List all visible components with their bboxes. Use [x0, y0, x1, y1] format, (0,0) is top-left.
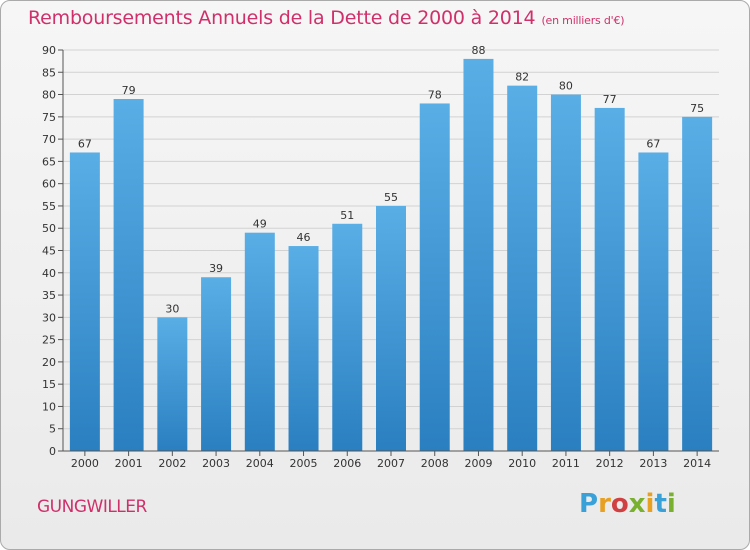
data-label-2008: 78 [428, 88, 442, 101]
logo-letter: i [645, 489, 655, 519]
data-label-2012: 77 [603, 93, 617, 106]
proxiti-logo[interactable]: Proxiti [579, 489, 676, 519]
logo-letter: i [666, 489, 676, 519]
bar-2005 [288, 246, 319, 451]
x-tick-label-2011: 2011 [552, 457, 580, 470]
data-label-2009: 88 [471, 44, 485, 57]
y-tick-label: 0 [49, 445, 56, 458]
x-tick-label-2009: 2009 [464, 457, 492, 470]
y-tick-label: 85 [42, 66, 56, 79]
data-label-2006: 51 [340, 209, 354, 222]
x-tick-label-2001: 2001 [115, 457, 143, 470]
bars [69, 58, 713, 452]
x-tick-label-2008: 2008 [421, 457, 449, 470]
y-axis: 0 5 10 15 20 25 30 35 40 45 50 55 60 65 70 75 80 85 90 [42, 44, 64, 458]
x-tick-label-2000: 2000 [71, 457, 99, 470]
y-tick-label: 80 [42, 89, 56, 102]
x-tick-label-2012: 2012 [596, 457, 624, 470]
y-tick-label: 40 [42, 267, 56, 280]
bar-2007 [376, 205, 406, 451]
bar-2011 [550, 94, 581, 452]
bar-2002 [157, 317, 188, 451]
data-label-2003: 39 [209, 262, 223, 275]
x-tick-label-2010: 2010 [508, 457, 536, 470]
y-tick-label: 35 [42, 289, 56, 302]
bar-2010 [507, 85, 538, 452]
y-tick-label: 15 [42, 378, 56, 391]
y-tick-label: 45 [42, 245, 56, 258]
logo-letter: x [628, 489, 646, 519]
data-label-2013: 67 [646, 137, 660, 150]
y-tick-label: 75 [42, 111, 56, 124]
y-tick-label: 10 [42, 400, 56, 413]
data-label-2000: 67 [78, 137, 92, 150]
x-tick-label-2004: 2004 [246, 457, 274, 470]
y-tick-label: 60 [42, 178, 56, 191]
y-tick-label: 55 [42, 200, 56, 213]
y-tick-label: 70 [42, 133, 56, 146]
chart-title: Remboursements Annuels de la Dette de 20… [28, 7, 625, 29]
y-tick-label: 30 [42, 311, 56, 324]
y-tick-label: 65 [42, 155, 56, 168]
bar-2006 [332, 223, 363, 451]
bar-2013 [638, 152, 669, 451]
bar-2003 [201, 277, 232, 451]
x-tick-label-2007: 2007 [377, 457, 405, 470]
logo-letter: t [654, 489, 667, 519]
y-tick-label: 25 [42, 334, 56, 347]
x-tick-label-2005: 2005 [290, 457, 318, 470]
x-tick-label-2013: 2013 [639, 457, 667, 470]
bar-2012 [594, 107, 625, 451]
data-label-2011: 80 [559, 80, 573, 93]
data-label-2001: 79 [122, 84, 136, 97]
y-tick-label: 50 [42, 222, 56, 235]
logo-letter: r [598, 489, 611, 519]
x-tick-label-2003: 2003 [202, 457, 230, 470]
bar-2000 [69, 152, 100, 451]
data-label-2010: 82 [515, 71, 529, 84]
data-label-2004: 49 [253, 218, 267, 231]
bar-2009 [463, 58, 494, 452]
bar-2001 [113, 99, 144, 451]
data-labels: 67 79 30 39 49 46 51 55 78 88 82 80 77 67 75 [78, 44, 704, 315]
chart-unit: (en milliers d'€) [541, 14, 625, 27]
x-tick-label-2006: 2006 [333, 457, 361, 470]
x-tick-label-2014: 2014 [683, 457, 711, 470]
chart-title-text: Remboursements Annuels de la Dette de 20… [28, 7, 536, 29]
bar-2004 [244, 232, 275, 451]
x-tick-label-2002: 2002 [158, 457, 186, 470]
data-label-2007: 55 [384, 191, 398, 204]
y-tick-label: 20 [42, 356, 56, 369]
x-axis: 2000 2001 2002 2003 2004 2005 2006 2007 2008 2009… [63, 450, 719, 470]
data-label-2002: 30 [165, 302, 179, 315]
commune-name: GUNGWILLER [37, 497, 147, 517]
logo-letter: P [579, 489, 599, 519]
bar-2008 [419, 103, 450, 451]
y-tick-label: 90 [42, 44, 56, 57]
data-label-2005: 46 [297, 231, 311, 244]
y-tick-label: 5 [49, 423, 56, 436]
data-label-2014: 75 [690, 102, 704, 115]
logo-letter: o [610, 489, 629, 519]
bar-2014 [682, 116, 713, 451]
